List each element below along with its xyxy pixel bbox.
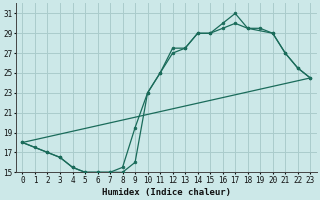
X-axis label: Humidex (Indice chaleur): Humidex (Indice chaleur) bbox=[102, 188, 231, 197]
